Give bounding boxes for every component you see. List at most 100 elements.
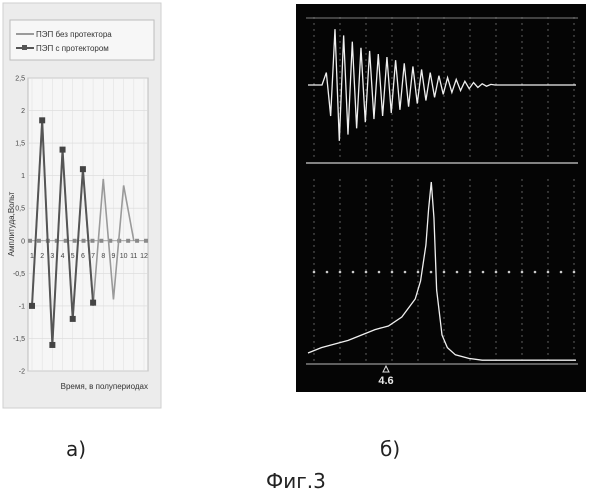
grid-dot — [339, 329, 340, 330]
grid-dot — [521, 125, 522, 126]
grid-dot — [469, 251, 470, 252]
grid-dot — [573, 137, 574, 138]
grid-dot — [417, 185, 418, 186]
grid-dot — [417, 359, 418, 360]
grid-dot — [313, 101, 314, 102]
grid-dot — [547, 347, 548, 348]
grid-dot — [495, 287, 496, 288]
grid-dot — [417, 215, 418, 216]
grid-dot — [417, 311, 418, 312]
grid-dot — [443, 149, 444, 150]
grid-dot — [469, 83, 470, 84]
center-dot — [547, 271, 550, 274]
grid-dot — [443, 41, 444, 42]
grid-dot — [391, 83, 392, 84]
grid-dot — [313, 203, 314, 204]
grid-dot — [521, 215, 522, 216]
grid-dot — [521, 263, 522, 264]
grid-dot — [495, 353, 496, 354]
grid-dot — [469, 197, 470, 198]
grid-dot — [469, 143, 470, 144]
grid-dot — [443, 113, 444, 114]
grid-dot — [339, 227, 340, 228]
grid-dot — [417, 59, 418, 60]
y-tick-label: -0,5 — [13, 271, 25, 278]
grid-dot — [443, 35, 444, 36]
grid-dot — [313, 179, 314, 180]
grid-dot — [547, 71, 548, 72]
grid-dot — [417, 53, 418, 54]
grid-dot — [365, 209, 366, 210]
center-dot — [456, 271, 459, 274]
grid-dot — [573, 95, 574, 96]
grid-dot — [417, 335, 418, 336]
center-dot — [508, 271, 511, 274]
grid-dot — [339, 203, 340, 204]
caption-a: а) — [66, 437, 86, 461]
grid-dot — [547, 221, 548, 222]
grid-dot — [495, 275, 496, 276]
grid-dot — [391, 143, 392, 144]
grid-dot — [339, 293, 340, 294]
grid-dot — [443, 101, 444, 102]
baseline-marker — [37, 239, 41, 243]
grid-dot — [391, 59, 392, 60]
grid-dot — [417, 263, 418, 264]
grid-dot — [443, 281, 444, 282]
grid-dot — [365, 293, 366, 294]
grid-dot — [443, 287, 444, 288]
grid-dot — [469, 101, 470, 102]
y-tick-label: 2,5 — [15, 76, 25, 83]
grid-dot — [495, 143, 496, 144]
grid-dot — [313, 89, 314, 90]
grid-dot — [469, 125, 470, 126]
grid-dot — [573, 113, 574, 114]
x-tick-label: 2 — [40, 253, 44, 260]
center-dot — [339, 271, 342, 274]
grid-dot — [391, 335, 392, 336]
grid-dot — [547, 311, 548, 312]
grid-dot — [495, 113, 496, 114]
grid-dot — [521, 89, 522, 90]
grid-dot — [495, 41, 496, 42]
grid-dot — [313, 185, 314, 186]
x-tick-label: 4 — [61, 253, 65, 260]
grid-dot — [339, 143, 340, 144]
grid-dot — [313, 305, 314, 306]
grid-dot — [443, 23, 444, 24]
grid-dot — [313, 77, 314, 78]
grid-dot — [443, 275, 444, 276]
grid-dot — [417, 281, 418, 282]
baseline-marker — [126, 239, 130, 243]
grid-dot — [547, 23, 548, 24]
grid-dot — [443, 353, 444, 354]
grid-dot — [391, 209, 392, 210]
grid-dot — [573, 191, 574, 192]
grid-dot — [469, 71, 470, 72]
grid-dot — [339, 59, 340, 60]
grid-dot — [573, 209, 574, 210]
grid-dot — [521, 341, 522, 342]
baseline-marker — [99, 239, 103, 243]
grid-dot — [547, 89, 548, 90]
center-dot — [378, 271, 381, 274]
grid-dot — [417, 221, 418, 222]
grid-dot — [417, 317, 418, 318]
grid-dot — [365, 149, 366, 150]
legend-box — [10, 20, 154, 60]
grid-dot — [469, 179, 470, 180]
center-dot — [352, 271, 355, 274]
y-axis-label: Амплитуда,Вольт — [7, 191, 16, 256]
grid-dot — [495, 89, 496, 90]
grid-dot — [573, 53, 574, 54]
grid-dot — [417, 233, 418, 234]
grid-dot — [521, 257, 522, 258]
grid-dot — [495, 323, 496, 324]
x-tick-label: 10 — [120, 253, 128, 260]
grid-dot — [313, 293, 314, 294]
grid-dot — [365, 179, 366, 180]
grid-dot — [443, 47, 444, 48]
grid-dot — [417, 41, 418, 42]
grid-dot — [495, 263, 496, 264]
grid-dot — [391, 293, 392, 294]
